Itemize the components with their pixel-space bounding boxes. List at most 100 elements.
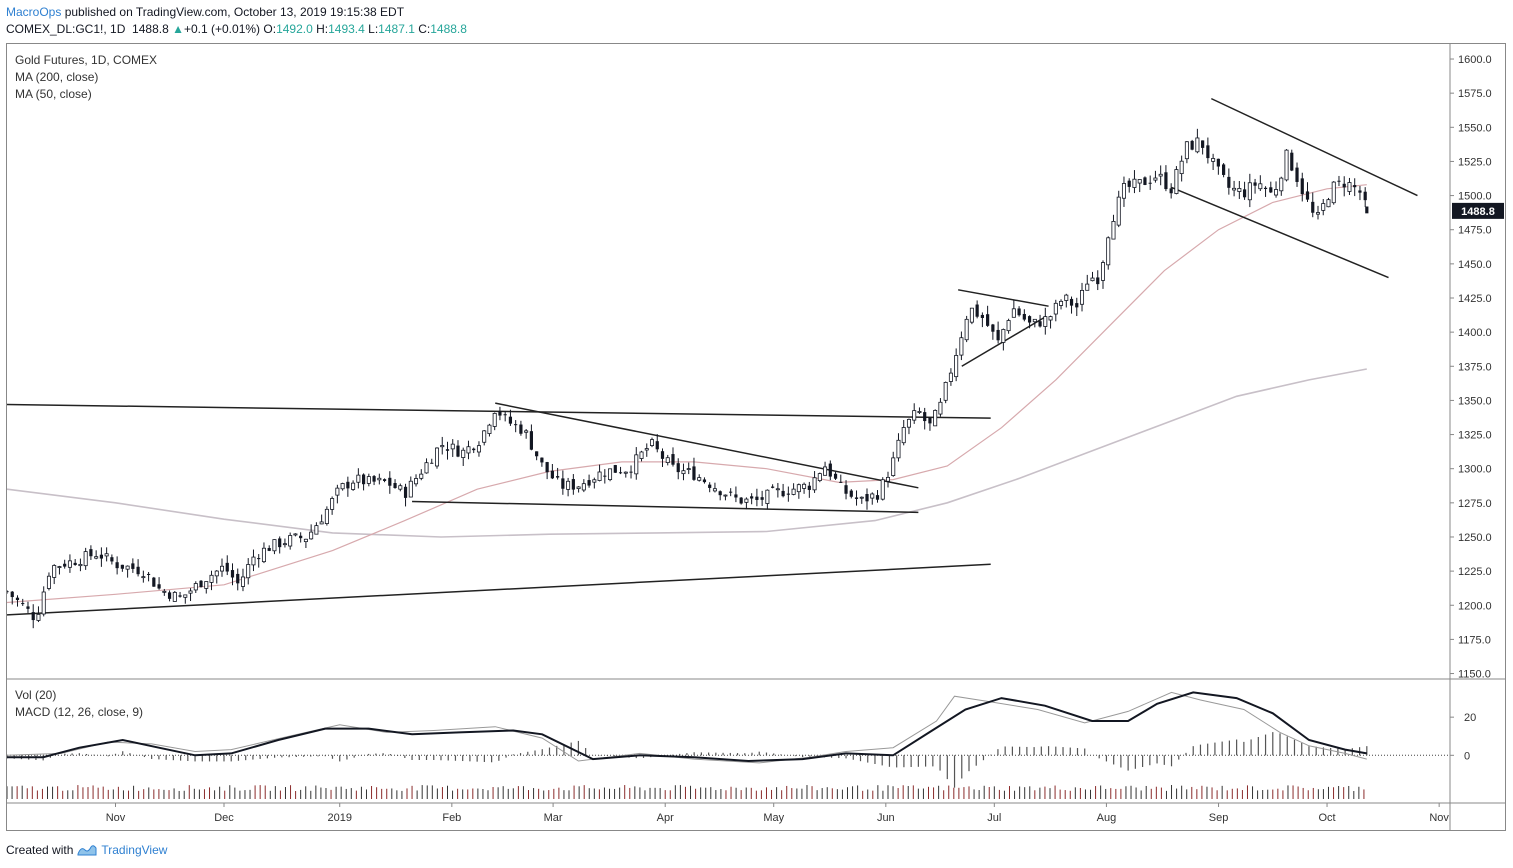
author-name[interactable]: MacroOps: [6, 5, 62, 19]
chart-frame[interactable]: 1600.0 1575.0 1550.0 1525.0 1500.0 1475.0 1450…: [6, 43, 1506, 831]
candle-body: [246, 564, 251, 579]
open-value: 1492.0: [276, 22, 313, 36]
indicator-ma50[interactable]: MA (50, close): [15, 87, 92, 101]
candle-body: [487, 424, 492, 434]
price-tick-label: 1150.0: [1458, 669, 1491, 681]
candle-body: [1358, 190, 1362, 193]
candle-body: [104, 553, 109, 557]
candle-body: [933, 410, 938, 427]
candle-body: [750, 496, 754, 499]
candle-body: [566, 480, 571, 490]
candle-body: [1011, 308, 1016, 318]
candle-body: [865, 494, 869, 502]
candle-body: [26, 606, 30, 609]
candle-body: [665, 457, 670, 464]
candle-body: [891, 457, 896, 476]
candle-body: [372, 476, 376, 482]
price-axis[interactable]: 1600.0 1575.0 1550.0 1525.0 1500.0 1475.0 1450…: [1450, 54, 1492, 762]
candle-body: [561, 478, 565, 489]
chart-canvas[interactable]: 1600.0 1575.0 1550.0 1525.0 1500.0 1475.0 1450…: [7, 44, 1505, 830]
trendline: [7, 563, 991, 616]
candle-body: [1158, 173, 1163, 177]
candle-body: [314, 525, 319, 535]
candle-body: [377, 477, 382, 481]
ma200-line: [7, 368, 1367, 538]
candle-body: [613, 465, 617, 473]
candle-body: [346, 481, 350, 489]
candle-body: [943, 381, 948, 401]
candle-body: [1153, 177, 1158, 181]
candle-body: [204, 581, 209, 589]
candle-body: [634, 454, 639, 475]
tradingview-brand[interactable]: TradingView: [101, 843, 168, 857]
candle-body: [1038, 321, 1042, 327]
candle-body: [15, 597, 20, 601]
candle-body: [1337, 180, 1341, 182]
candle-body: [125, 565, 130, 570]
candle-body: [7, 591, 9, 593]
candle-body: [230, 570, 235, 578]
indicator-vol[interactable]: Vol (20): [15, 688, 56, 702]
time-tick-label: Apr: [657, 812, 674, 824]
candle-body: [644, 448, 649, 451]
candle-body: [1247, 182, 1252, 201]
candle-body: [1347, 182, 1352, 192]
time-axis[interactable]: Nov Dec 2019 Feb Mar Apr May Jun Jul Aug Sep Oct Nov: [106, 803, 1450, 824]
candle-body: [46, 575, 51, 589]
footer: Created with TradingView: [6, 843, 167, 857]
candle-body: [1295, 167, 1299, 182]
candle-body: [1001, 329, 1006, 343]
candle-body: [94, 556, 99, 559]
candle-body: [293, 533, 298, 536]
candle-body: [261, 547, 266, 563]
candle-body: [760, 497, 764, 500]
candle-body: [535, 451, 539, 457]
candle-body: [466, 446, 471, 454]
candle-body: [755, 496, 759, 500]
macd-tick-label: 20: [1464, 712, 1476, 724]
candle-body: [472, 448, 476, 451]
candle-body: [508, 416, 513, 424]
chart-title: Gold Futures, 1D, COMEX: [15, 53, 157, 67]
published-text: published on TradingView.com, October 13…: [64, 5, 405, 19]
candle-body: [519, 424, 523, 434]
indicator-macd[interactable]: MACD (12, 26, close, 9): [15, 705, 143, 719]
candle-body: [31, 612, 35, 621]
macd-line: [7, 691, 1367, 763]
candle-body: [299, 535, 303, 539]
macd-pane: [7, 691, 1450, 799]
candle-body: [1326, 199, 1331, 208]
candle-body: [1080, 289, 1085, 305]
time-tick-label: Nov: [106, 812, 126, 824]
price-tick-label: 1450.0: [1458, 259, 1492, 271]
price-tick-label: 1300.0: [1458, 464, 1492, 476]
candle-body: [954, 355, 959, 378]
trendline: [412, 500, 919, 514]
candle-body: [1263, 187, 1268, 189]
candle-body: [456, 445, 460, 457]
candle-body: [608, 468, 613, 481]
candle-body: [288, 535, 293, 547]
candle-body: [110, 557, 114, 562]
candle-body: [1132, 178, 1137, 188]
candle-body: [403, 486, 408, 498]
candle-body: [708, 484, 712, 488]
candle-body: [723, 494, 728, 497]
candle-body: [896, 439, 901, 459]
candle-body: [388, 477, 392, 486]
candle-body: [529, 431, 533, 450]
candle-body: [419, 473, 424, 479]
candle-body: [1315, 212, 1320, 215]
candle-body: [188, 590, 193, 594]
close-value: 1488.8: [430, 22, 467, 36]
candle-body: [676, 463, 680, 473]
candle-body: [786, 493, 790, 495]
candle-body: [849, 490, 853, 497]
candle-body: [1237, 188, 1242, 192]
candle-body: [272, 539, 277, 552]
candle-body: [209, 574, 214, 583]
candle-body: [524, 430, 529, 433]
price-tick-label: 1250.0: [1458, 532, 1492, 544]
candle-body: [1311, 201, 1315, 213]
indicator-ma200[interactable]: MA (200, close): [15, 70, 98, 84]
